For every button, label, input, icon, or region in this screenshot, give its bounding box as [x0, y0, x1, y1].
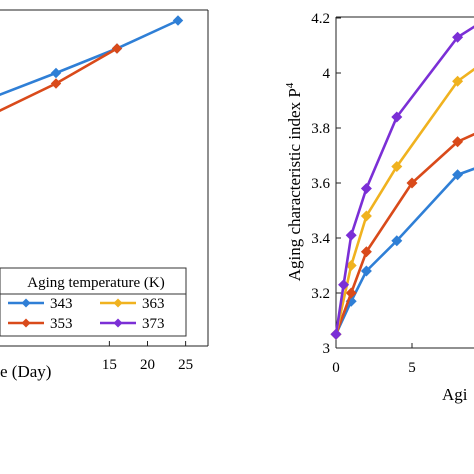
- right-plot-frame: [335, 16, 474, 349]
- data-point-343: [50, 67, 62, 79]
- legend-entry-353: 353: [8, 316, 73, 332]
- left-x-axis-title: e (Day): [0, 362, 51, 381]
- data-point-343: [360, 265, 372, 277]
- data-point-363: [360, 210, 372, 222]
- legend-swatch-marker: [113, 318, 123, 328]
- legend-entry-343: 343: [8, 296, 73, 312]
- data-point-373: [452, 31, 464, 43]
- data-point-343: [452, 169, 464, 181]
- series-line-363: [334, 67, 474, 335]
- right-x-axis-title: Agi: [442, 385, 468, 404]
- legend-label: 363: [142, 296, 165, 312]
- left-x-tick-label: 15: [102, 357, 117, 373]
- data-point-373: [345, 229, 357, 241]
- data-point-353: [50, 78, 62, 89]
- data-point-373: [330, 328, 342, 340]
- left-plot-frame: [0, 9, 209, 347]
- right-series-group: [330, 25, 474, 340]
- data-point-373: [391, 111, 403, 123]
- right-y-ticks: 3 3.2 3.4 3.6 3.8 4 4.2: [311, 11, 341, 357]
- data-point-353: [360, 246, 372, 258]
- left-series-group: [0, 15, 184, 113]
- right-y-tick-label: 3.6: [311, 176, 330, 192]
- data-point-373: [360, 182, 372, 195]
- legend-entries: 343 363 353 373: [8, 296, 165, 332]
- data-point-343: [172, 15, 184, 26]
- data-point-363: [391, 160, 403, 173]
- series-line-343: [334, 167, 474, 335]
- legend-label: 353: [50, 316, 73, 332]
- legend-label: 343: [50, 296, 73, 312]
- right-y-axis-title-superscript: 4: [284, 82, 296, 88]
- legend-entry-363: 363: [100, 296, 165, 312]
- legend: Aging temperature (K) 343 363 353 373: [0, 267, 187, 337]
- left-panel: 15 20 25 Aging temperature (K) 343 363 353 37…: [0, 9, 209, 381]
- right-y-tick-label: 3: [323, 341, 331, 357]
- legend-swatch-marker: [21, 298, 31, 308]
- left-x-tick-label: 20: [140, 357, 155, 373]
- right-x-tick-label: 5: [408, 360, 416, 376]
- right-y-axis-title: Aging characteristic index P4: [284, 82, 304, 281]
- data-point-353: [406, 177, 418, 189]
- right-y-tick-label: 3.2: [311, 286, 330, 302]
- legend-swatch-marker: [21, 318, 31, 328]
- data-point-353: [452, 136, 464, 148]
- series-line-353: [334, 132, 474, 335]
- series-line-373: [334, 25, 474, 335]
- data-point-353: [345, 287, 357, 299]
- right-y-tick-label: 3.4: [311, 231, 330, 247]
- left-x-tick-label: 25: [178, 357, 193, 373]
- legend-label: 373: [142, 316, 165, 332]
- data-point-363: [452, 75, 464, 87]
- data-point-343: [391, 235, 403, 247]
- legend-swatch-marker: [113, 298, 123, 308]
- legend-title: Aging temperature (K): [27, 275, 164, 291]
- right-x-tick-label: 0: [332, 360, 340, 376]
- right-y-axis-title-text: Aging characteristic index P: [285, 88, 304, 281]
- data-point-373: [338, 279, 350, 291]
- legend-entry-373: 373: [100, 316, 165, 332]
- right-y-tick-label: 4: [323, 66, 331, 82]
- right-y-tick-label: 3.8: [311, 121, 330, 137]
- left-x-ticks: 15 20 25: [102, 341, 193, 373]
- right-y-tick-label: 4.2: [311, 11, 330, 27]
- data-point-353: [111, 43, 123, 54]
- series-line-343: [0, 19, 179, 97]
